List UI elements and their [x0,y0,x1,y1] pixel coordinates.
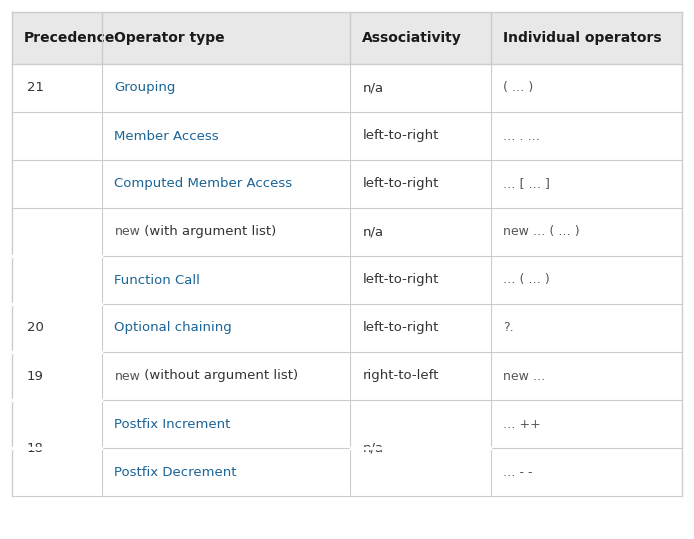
Bar [12,12,682,64]
Text: … . …: … . … [503,129,540,142]
Text: (with argument list): (with argument list) [140,225,277,238]
Text: Individual operators: Individual operators [503,31,661,45]
Bar [12,448,682,496]
Bar [12,112,682,160]
Text: Member Access: Member Access [115,129,219,142]
Text: 19: 19 [27,370,44,383]
Text: right-to-left: right-to-left [362,370,439,383]
Bar [12,400,682,448]
Text: ( … ): ( … ) [503,81,533,94]
Bar [12,256,682,304]
Text: Associativity: Associativity [362,31,462,45]
Text: n/a: n/a [362,225,384,238]
Text: Postfix Increment: Postfix Increment [115,418,231,431]
Text: n/a: n/a [362,441,384,454]
Bar [12,208,682,256]
Text: … [ … ]: … [ … ] [503,177,550,190]
Text: new: new [115,370,140,383]
Text: Function Call: Function Call [115,273,201,287]
Text: new … ( … ): new … ( … ) [503,225,579,238]
Text: left-to-right: left-to-right [362,273,439,287]
Text: left-to-right: left-to-right [362,321,439,335]
Text: left-to-right: left-to-right [362,177,439,190]
Text: (without argument list): (without argument list) [140,370,298,383]
Text: … ++: … ++ [503,418,541,431]
Text: 20: 20 [27,321,44,335]
Text: Precedence: Precedence [24,31,115,45]
Text: Grouping: Grouping [115,81,176,94]
Bar [12,352,682,400]
Text: Operator type: Operator type [115,31,225,45]
Text: new: new [115,225,140,238]
Text: ?.: ?. [503,321,514,335]
Text: 21: 21 [27,81,44,94]
Text: … ( … ): … ( … ) [503,273,550,287]
Bar [12,64,682,112]
Text: … - -: … - - [503,466,532,479]
Text: Optional chaining: Optional chaining [115,321,232,335]
Text: left-to-right: left-to-right [362,129,439,142]
Text: Computed Member Access: Computed Member Access [115,177,293,190]
Text: n/a: n/a [362,81,384,94]
Text: Postfix Decrement: Postfix Decrement [115,466,237,479]
Bar [12,304,682,352]
Bar [12,160,682,208]
Text: new …: new … [503,370,545,383]
Text: 18: 18 [27,441,44,454]
